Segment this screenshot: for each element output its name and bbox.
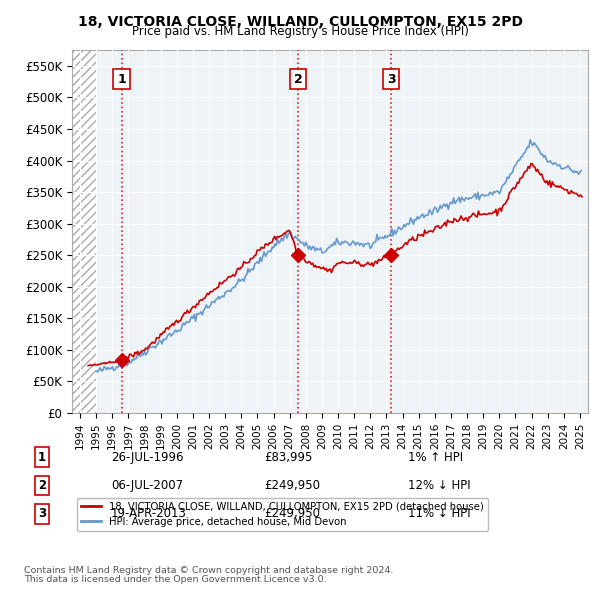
Legend: 18, VICTORIA CLOSE, WILLAND, CULLOMPTON, EX15 2PD (detached house), HPI: Average: 18, VICTORIA CLOSE, WILLAND, CULLOMPTON,… — [77, 498, 488, 531]
Text: 18, VICTORIA CLOSE, WILLAND, CULLOMPTON, EX15 2PD: 18, VICTORIA CLOSE, WILLAND, CULLOMPTON,… — [77, 15, 523, 29]
Text: 1: 1 — [117, 73, 126, 86]
Text: 1% ↑ HPI: 1% ↑ HPI — [408, 451, 463, 464]
Text: 26-JUL-1996: 26-JUL-1996 — [111, 451, 184, 464]
Text: 2: 2 — [38, 479, 46, 492]
Text: 3: 3 — [38, 507, 46, 520]
Text: 1: 1 — [38, 451, 46, 464]
Text: 19-APR-2013: 19-APR-2013 — [111, 507, 187, 520]
Text: 12% ↓ HPI: 12% ↓ HPI — [408, 479, 470, 492]
Text: £83,995: £83,995 — [264, 451, 313, 464]
Text: £249,950: £249,950 — [264, 479, 320, 492]
Text: Contains HM Land Registry data © Crown copyright and database right 2024.: Contains HM Land Registry data © Crown c… — [24, 566, 394, 575]
Text: 06-JUL-2007: 06-JUL-2007 — [111, 479, 183, 492]
Text: This data is licensed under the Open Government Licence v3.0.: This data is licensed under the Open Gov… — [24, 575, 326, 584]
Bar — [72, 50, 96, 413]
Text: Price paid vs. HM Land Registry's House Price Index (HPI): Price paid vs. HM Land Registry's House … — [131, 25, 469, 38]
Text: 3: 3 — [387, 73, 395, 86]
Text: 2: 2 — [293, 73, 302, 86]
Text: £249,950: £249,950 — [264, 507, 320, 520]
Text: 11% ↓ HPI: 11% ↓ HPI — [408, 507, 470, 520]
